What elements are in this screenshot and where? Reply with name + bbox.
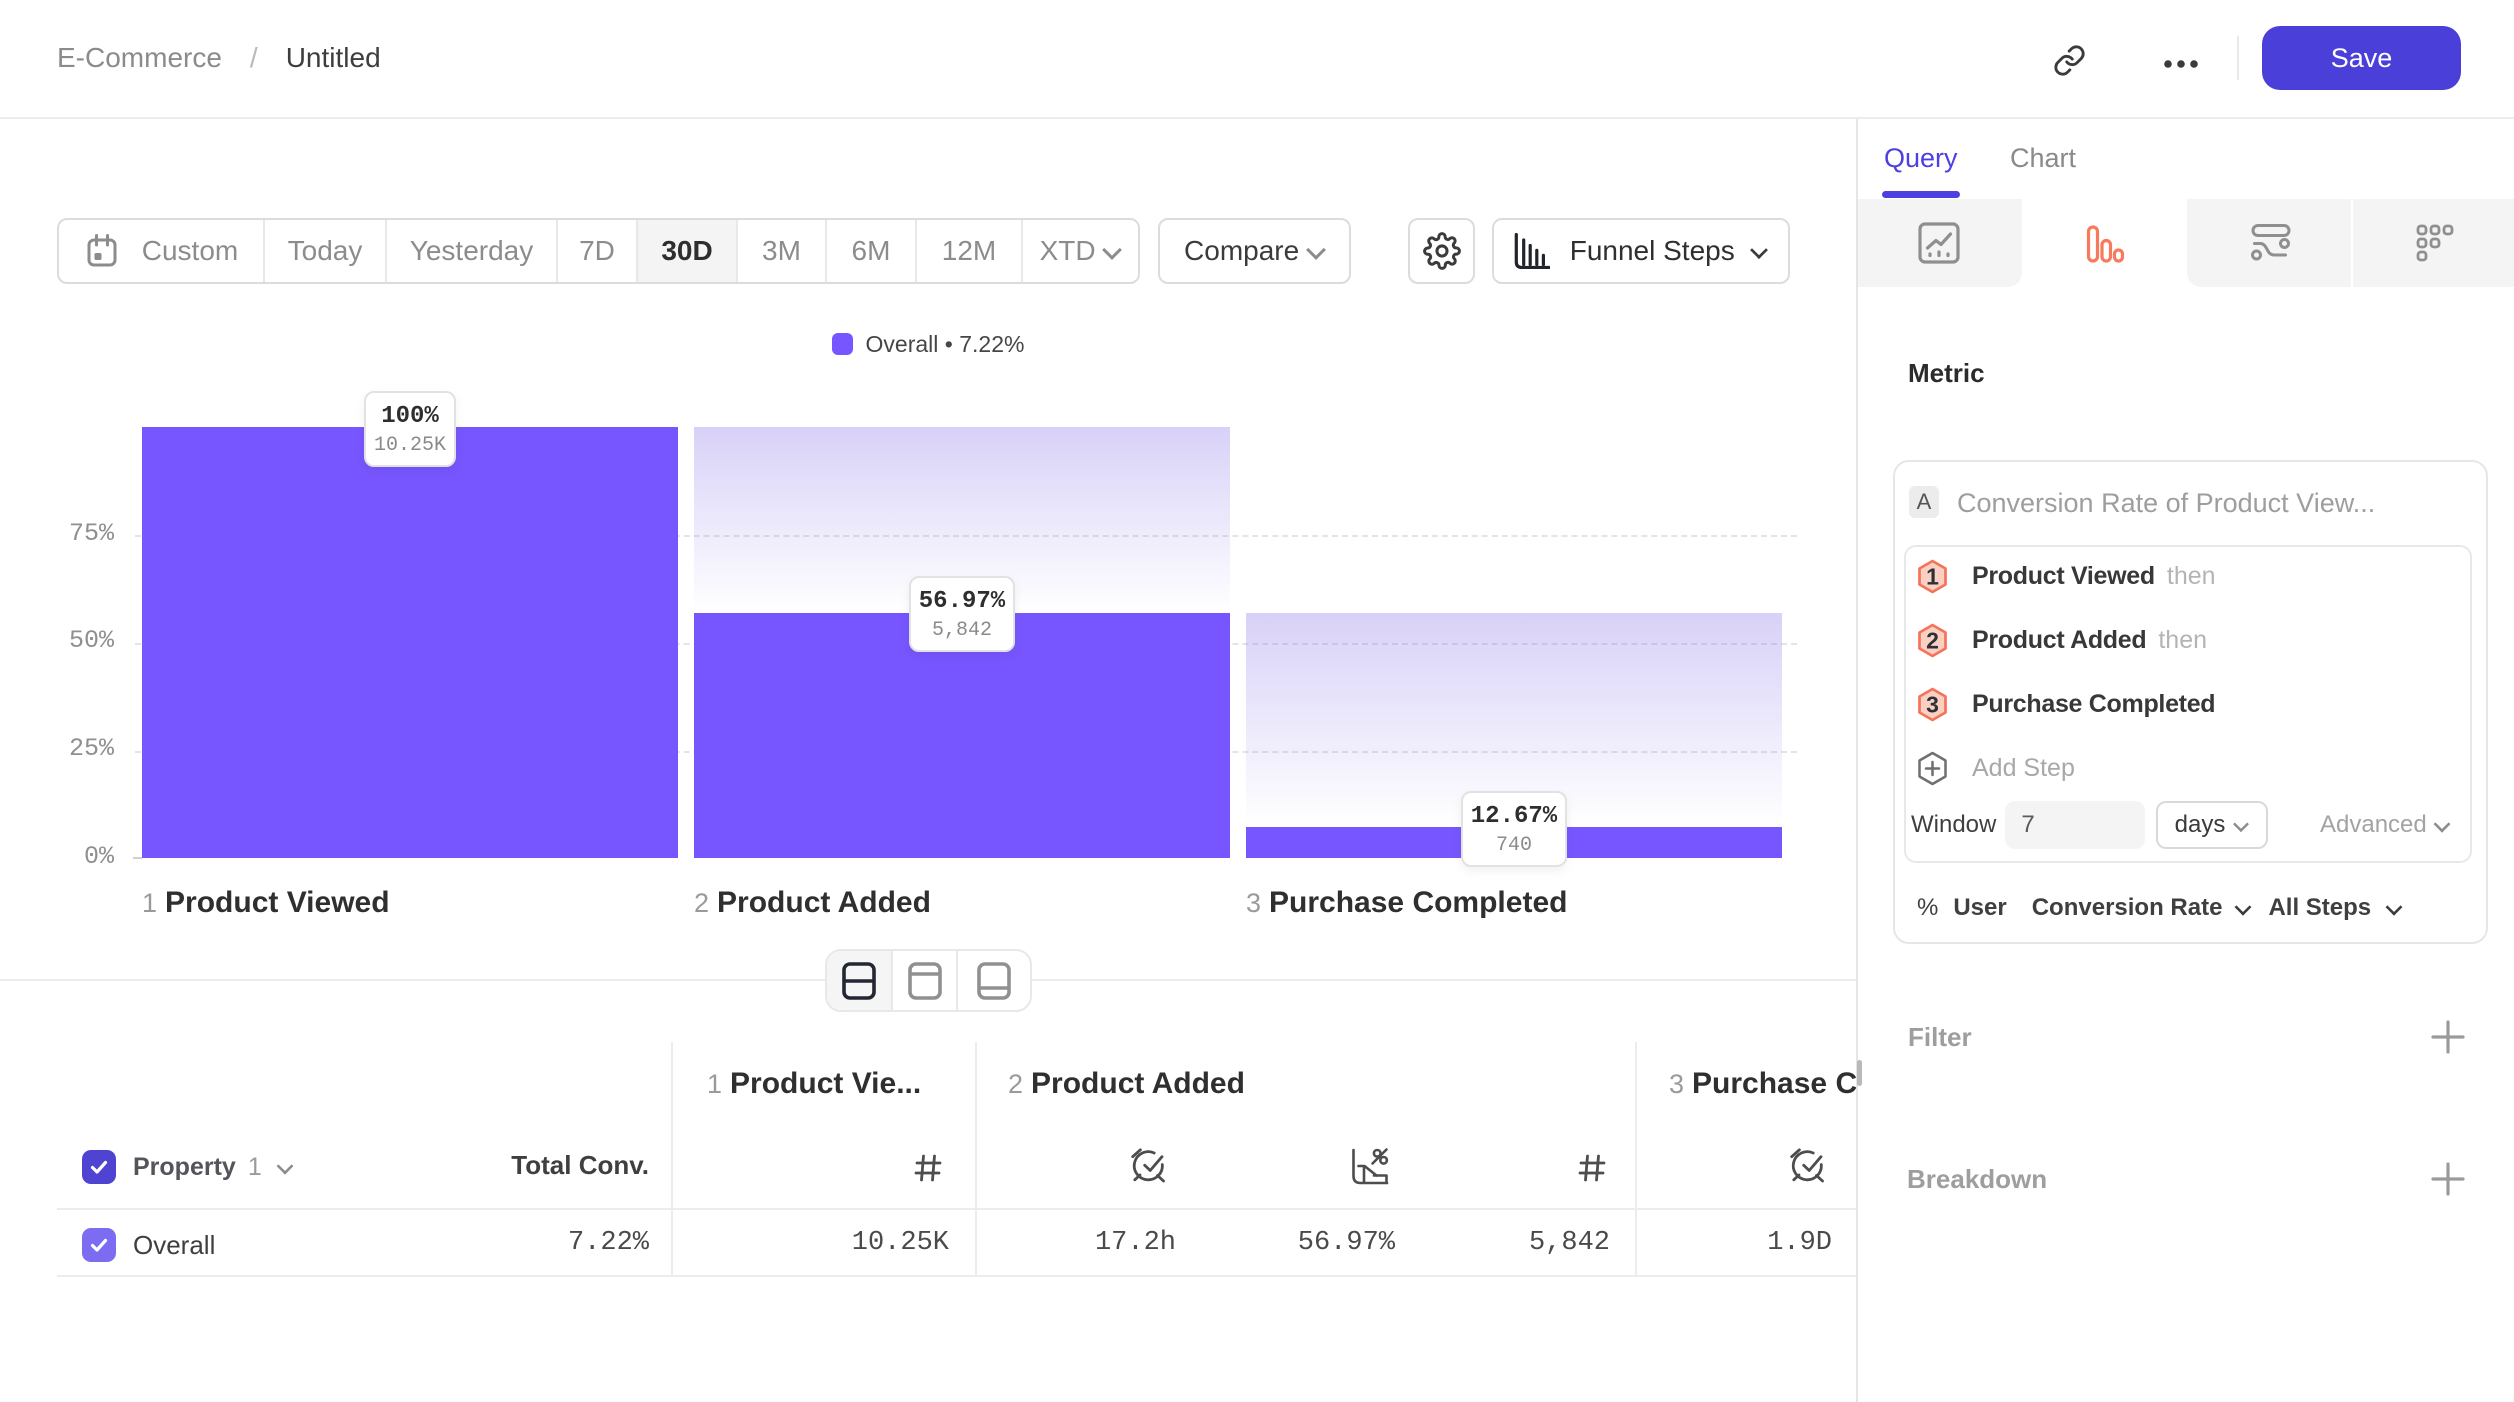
svg-text:2: 2 <box>1926 628 1939 654</box>
svg-text:1: 1 <box>1926 564 1939 590</box>
svg-text:3: 3 <box>1926 692 1939 718</box>
